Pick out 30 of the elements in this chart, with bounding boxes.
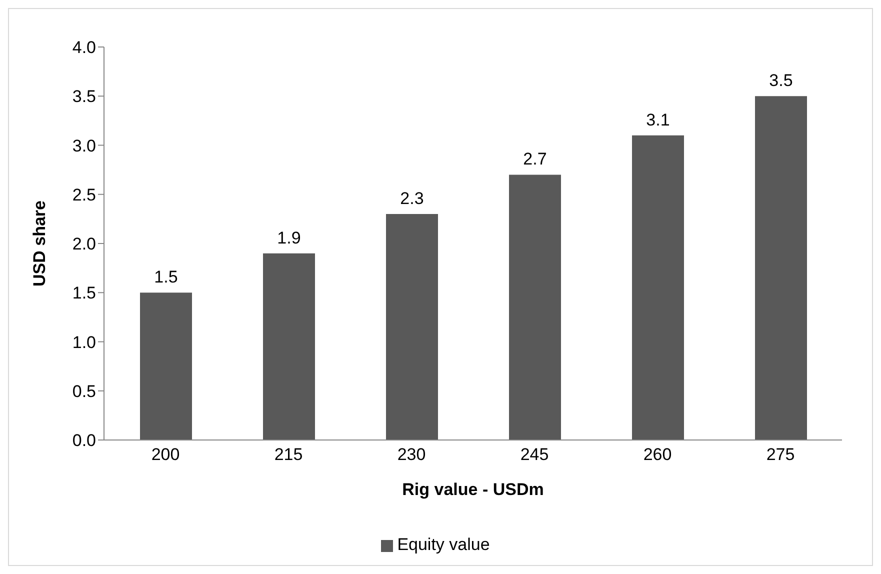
bar: [632, 135, 684, 440]
x-axis-title: Rig value - USDm: [402, 480, 544, 499]
y-tick-label: 0.5: [72, 382, 96, 401]
x-tick-label: 200: [151, 445, 180, 464]
bar: [140, 292, 192, 440]
bar: [755, 96, 807, 440]
x-tick-label: 230: [397, 445, 426, 464]
y-tick-label: 1.5: [72, 284, 96, 303]
x-tick-label: 275: [766, 445, 795, 464]
y-tick-label: 1.0: [72, 332, 96, 352]
bar: [263, 253, 315, 440]
y-tick-label: 0.0: [72, 431, 96, 450]
data-label: 1.5: [154, 268, 178, 287]
x-tick-label: 215: [274, 445, 303, 464]
legend-label: Equity value: [397, 535, 490, 554]
y-tick-label: 3.0: [72, 136, 96, 156]
data-label: 2.3: [400, 189, 424, 208]
x-tick-label: 245: [520, 445, 549, 464]
data-label: 3.1: [646, 110, 670, 130]
y-axis-title: USD share: [30, 200, 50, 286]
y-tick-label: 4.0: [72, 38, 96, 58]
y-tick-label: 2.5: [72, 185, 96, 204]
x-tick-label: 260: [643, 445, 672, 464]
bar: [509, 174, 561, 440]
data-label: 2.7: [523, 150, 547, 169]
y-tick-label: 2.0: [72, 234, 96, 254]
bar: [386, 214, 438, 440]
data-label: 1.9: [277, 228, 301, 248]
y-tick-label: 3.5: [72, 87, 96, 106]
data-label: 3.5: [769, 71, 793, 90]
